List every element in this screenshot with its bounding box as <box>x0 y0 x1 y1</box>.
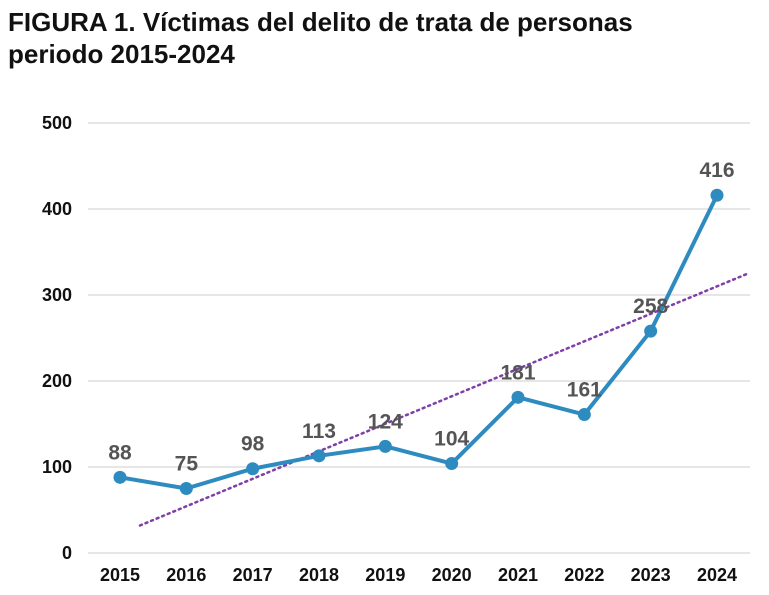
data-label-2021: 181 <box>500 361 535 384</box>
data-labels: 88 75 98 113 124 104 181 161 258 416 <box>108 159 734 475</box>
trendline <box>138 272 750 527</box>
data-label-2017: 98 <box>241 433 265 456</box>
data-point-2015 <box>113 470 127 484</box>
data-label-2022: 161 <box>567 379 602 402</box>
data-point-2024 <box>710 188 724 202</box>
x-tick-label-2016: 2016 <box>166 565 206 585</box>
x-tick-label-2019: 2019 <box>365 565 405 585</box>
chart-title-line-2: periodo 2015-2024 <box>8 39 235 69</box>
data-label-2015: 88 <box>108 441 132 464</box>
data-point-2016 <box>179 482 193 495</box>
chart-title-line-1: FIGURA 1. Víctimas del delito de trata d… <box>8 7 633 37</box>
x-tick-label-2021: 2021 <box>498 565 538 585</box>
data-point-2017 <box>246 462 260 476</box>
y-axis: 0 100 200 300 400 500 <box>42 113 72 563</box>
data-point-2020 <box>445 457 459 471</box>
data-label-2020: 104 <box>434 428 469 451</box>
y-tick-label-200: 200 <box>42 371 72 391</box>
data-label-2019: 124 <box>368 410 403 433</box>
x-tick-label-2023: 2023 <box>631 565 671 585</box>
x-tick-label-2017: 2017 <box>233 565 273 585</box>
victims-series-line <box>119 194 719 491</box>
data-point-2022 <box>577 408 591 422</box>
data-points <box>113 188 724 495</box>
data-label-2016: 75 <box>175 453 199 476</box>
data-point-2018 <box>312 449 326 463</box>
y-tick-label-400: 400 <box>42 199 72 219</box>
data-label-2018: 113 <box>302 420 336 443</box>
gridlines <box>88 122 750 554</box>
linear-trendline <box>138 272 750 527</box>
x-axis: 2015 2016 2017 2018 2019 2020 2021 2022 2023 2024 <box>100 565 737 585</box>
data-point-2019 <box>378 439 392 453</box>
series-line <box>119 194 719 491</box>
x-tick-label-2022: 2022 <box>564 565 604 585</box>
data-label-2023: 258 <box>633 295 668 318</box>
x-tick-label-2018: 2018 <box>299 565 339 585</box>
data-point-2021 <box>511 390 525 404</box>
y-tick-label-300: 300 <box>42 285 72 305</box>
x-tick-label-2024: 2024 <box>697 565 737 585</box>
data-point-2023 <box>644 324 658 338</box>
chart-title: FIGURA 1. Víctimas del delito de trata d… <box>8 6 748 70</box>
data-label-2024: 416 <box>699 159 734 182</box>
x-tick-label-2015: 2015 <box>100 565 140 585</box>
x-tick-label-2020: 2020 <box>432 565 472 585</box>
y-tick-label-100: 100 <box>42 457 72 477</box>
y-tick-label-0: 0 <box>62 543 72 563</box>
y-tick-label-500: 500 <box>42 113 72 133</box>
